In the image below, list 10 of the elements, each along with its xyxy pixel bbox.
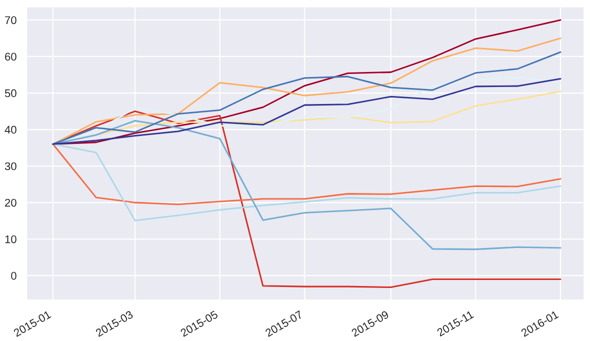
- line-series: [52, 143, 562, 222]
- y-tick-label: 40: [4, 126, 16, 134]
- y-tick-label: 50: [4, 89, 16, 98]
- y-tick-label: 0: [11, 272, 16, 280]
- line-series: [52, 143, 562, 206]
- y-tick-label: 30: [4, 162, 16, 170]
- y-tick-label: 70: [5, 16, 16, 24]
- y-tick-label: 10: [5, 235, 16, 244]
- y-tick-label: 20: [5, 198, 16, 207]
- y-tick-label: 60: [5, 52, 16, 61]
